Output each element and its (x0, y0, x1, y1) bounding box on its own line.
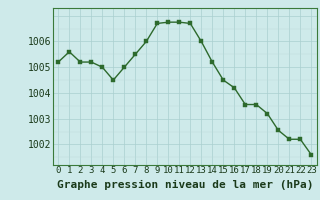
X-axis label: Graphe pression niveau de la mer (hPa): Graphe pression niveau de la mer (hPa) (57, 180, 313, 190)
